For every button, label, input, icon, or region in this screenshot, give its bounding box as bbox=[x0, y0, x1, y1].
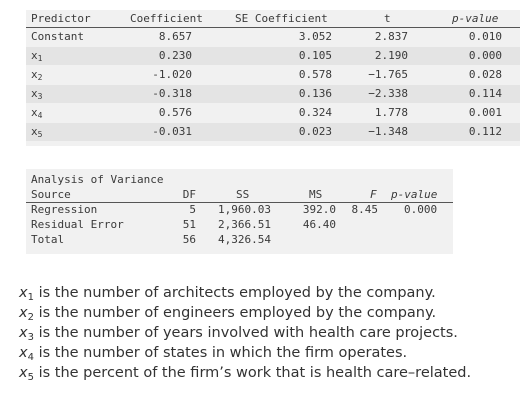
ss-value: 2,366.51 bbox=[218, 218, 271, 231]
coefficient-value: 0.230 bbox=[158, 49, 192, 62]
se-value: 0.105 bbox=[298, 49, 332, 62]
predictor-name: x4 bbox=[31, 106, 43, 120]
f-value: 8.45 bbox=[351, 203, 379, 216]
predictor-name: Constant bbox=[31, 30, 84, 43]
definition-x2: x2 is the number of engineers employed b… bbox=[19, 305, 437, 323]
p-value: 0.112 bbox=[468, 125, 502, 138]
header-t: t bbox=[384, 12, 391, 25]
t-value: 2.837 bbox=[374, 30, 408, 43]
coefficient-table-header: Predictor Coefficient SE Coefficient t p… bbox=[26, 10, 520, 28]
header-df: DF bbox=[182, 188, 196, 201]
t-value: 2.190 bbox=[374, 49, 408, 62]
table-row: x3 -0.318 0.136 −2.338 0.114 bbox=[26, 85, 520, 103]
coefficient-value: -0.031 bbox=[152, 125, 192, 138]
ss-value: 1,960.03 bbox=[218, 203, 271, 216]
definition-x5: x5 is the percent of the firm’s work tha… bbox=[19, 365, 472, 383]
df-value: 56 bbox=[182, 233, 196, 246]
ms-value: 392.0 bbox=[302, 203, 336, 216]
df-value: 51 bbox=[182, 218, 196, 231]
anova-title: Analysis of Variance bbox=[31, 173, 164, 186]
predictor-name: x1 bbox=[31, 49, 43, 63]
p-value: 0.114 bbox=[468, 87, 502, 100]
header-coefficient: Coefficient bbox=[130, 12, 203, 25]
coefficient-table: Predictor Coefficient SE Coefficient t p… bbox=[26, 10, 520, 146]
t-value: −2.338 bbox=[368, 87, 408, 100]
table-row: Constant 8.657 3.052 2.837 0.010 bbox=[26, 28, 520, 46]
table-row: x5 -0.031 0.023 −1.348 0.112 bbox=[26, 123, 520, 141]
predictor-name: x2 bbox=[31, 68, 43, 82]
header-ss: SS bbox=[236, 188, 250, 201]
header-predictor: Predictor bbox=[31, 12, 91, 25]
ms-value: 46.40 bbox=[302, 218, 336, 231]
table-row: Residual Error 51 2,366.51 46.40 bbox=[26, 218, 453, 233]
anova-table: Analysis of Variance Source DF SS MS F p… bbox=[26, 169, 453, 254]
definition-x1: x1 is the number of architects employed … bbox=[19, 285, 436, 303]
anova-header-divider bbox=[26, 202, 453, 203]
t-value: −1.765 bbox=[368, 68, 408, 81]
header-divider bbox=[26, 27, 520, 28]
source-name: Residual Error bbox=[31, 218, 124, 231]
df-value: 5 bbox=[189, 203, 196, 216]
coefficient-value: -1.020 bbox=[152, 68, 192, 81]
definition-x4: x4 is the number of states in which the … bbox=[19, 345, 408, 363]
definition-x3: x3 is the number of years involved with … bbox=[19, 325, 458, 343]
se-value: 0.324 bbox=[298, 106, 332, 119]
table-row: x1 0.230 0.105 2.190 0.000 bbox=[26, 47, 520, 65]
header-p-value: p-value bbox=[452, 12, 499, 25]
header-f: F bbox=[370, 188, 377, 201]
p-value: 0.028 bbox=[468, 68, 502, 81]
p-value: 0.000 bbox=[468, 49, 502, 62]
header-ms: MS bbox=[309, 188, 323, 201]
table-row: Total 56 4,326.54 bbox=[26, 233, 453, 248]
se-value: 3.052 bbox=[298, 30, 332, 43]
table-row: x2 -1.020 0.578 −1.765 0.028 bbox=[26, 66, 520, 84]
header-source: Source bbox=[31, 188, 71, 201]
predictor-name: x3 bbox=[31, 87, 43, 101]
se-value: 0.136 bbox=[298, 87, 332, 100]
ss-value: 4,326.54 bbox=[218, 233, 271, 246]
source-name: Regression bbox=[31, 203, 98, 216]
coefficient-value: -0.318 bbox=[152, 87, 192, 100]
table-row: x4 0.576 0.324 1.778 0.001 bbox=[26, 104, 520, 122]
coefficient-value: 0.576 bbox=[158, 106, 192, 119]
coefficient-value: 8.657 bbox=[158, 30, 192, 43]
t-value: 1.778 bbox=[374, 106, 408, 119]
source-name: Total bbox=[31, 233, 65, 246]
table-row: Regression 5 1,960.03 392.0 8.45 0.000 bbox=[26, 203, 453, 218]
anova-header: Source DF SS MS F p-value bbox=[26, 188, 453, 203]
predictor-name: x5 bbox=[31, 125, 43, 139]
variable-definitions: x1 is the number of architects employed … bbox=[19, 283, 471, 383]
header-se-coefficient: SE Coefficient bbox=[235, 12, 328, 25]
header-p-value: p-value bbox=[391, 188, 438, 201]
se-value: 0.023 bbox=[298, 125, 332, 138]
p-value: 0.001 bbox=[468, 106, 502, 119]
anova-title-row: Analysis of Variance bbox=[26, 173, 453, 188]
anova-p-value: 0.000 bbox=[404, 203, 438, 216]
t-value: −1.348 bbox=[368, 125, 408, 138]
se-value: 0.578 bbox=[298, 68, 332, 81]
p-value: 0.010 bbox=[468, 30, 502, 43]
